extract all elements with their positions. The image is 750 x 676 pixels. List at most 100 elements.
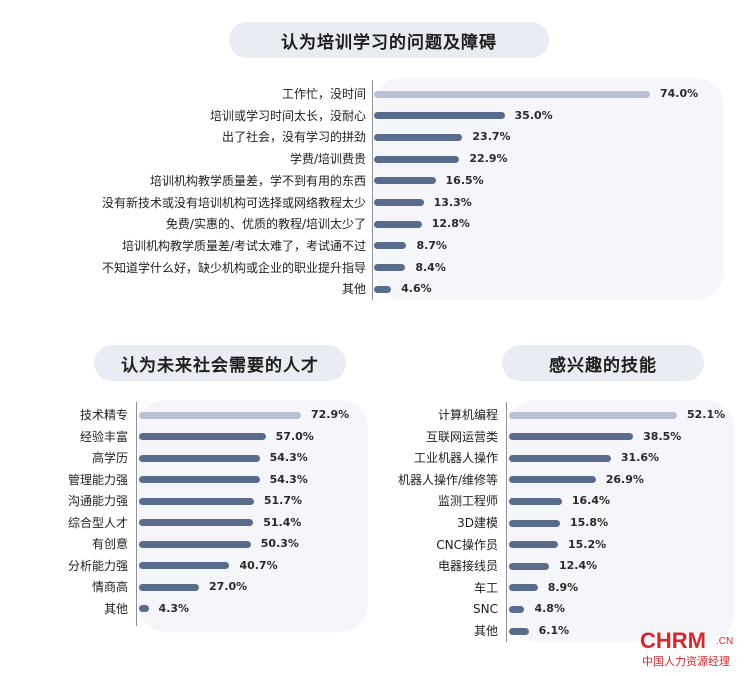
value-label: 26.9%: [605, 472, 644, 486]
category-label: 3D建模: [457, 516, 498, 530]
value-label: 8.9%: [547, 580, 579, 594]
bar: [509, 476, 596, 484]
category-label: 不知道学什么好，缺少机构或企业的职业提升指导: [101, 260, 366, 275]
category-label: 其他: [103, 601, 128, 616]
value-label: 16.5%: [445, 173, 484, 187]
value-label: 72.9%: [311, 408, 350, 421]
category-label: 互联网运营类: [425, 429, 498, 444]
bar: [509, 541, 558, 549]
category-label: 综合型人才: [67, 515, 128, 530]
bar: [139, 497, 254, 505]
chart2-title: 认为未来社会需要的人才: [94, 345, 346, 381]
category-label: 培训机构教学质量差，学不到有用的东西: [149, 173, 366, 188]
chart3-title: 感兴趣的技能: [502, 345, 704, 381]
value-label: 16.4%: [571, 494, 611, 508]
category-label: 机器人操作/维修等: [397, 472, 498, 487]
bar: [374, 90, 650, 98]
bar: [374, 264, 406, 272]
value-label: 50.3%: [260, 537, 299, 550]
bar: [374, 155, 460, 163]
logo-suffix-text: .CN: [716, 636, 734, 647]
value-label: 15.8%: [569, 516, 609, 529]
value-label: 51.7%: [263, 494, 303, 507]
value-label: 35.0%: [514, 108, 553, 122]
value-label: 31.6%: [620, 451, 660, 465]
bar: [509, 562, 549, 570]
bar: [374, 133, 463, 141]
category-label: 高学历: [91, 451, 128, 465]
category-label: 学费/培训费贵: [289, 152, 366, 167]
category-label: 没有新技术或没有培训机构可选择或网络教程太少: [101, 195, 366, 210]
category-label: 沟通能力强: [67, 494, 128, 508]
bar: [374, 242, 407, 250]
value-label: 54.3%: [269, 472, 308, 486]
category-label: 免费/实惠的、优质的教程/培训太少了: [165, 217, 366, 232]
value-label: 27.0%: [209, 580, 248, 593]
bar: [509, 627, 529, 635]
logo-sub-text: 中国人力资源经理: [642, 655, 730, 668]
category-label: 工作忙，没时间: [281, 87, 366, 101]
bar: [139, 519, 254, 526]
bar: [139, 605, 149, 612]
value-label: 12.4%: [558, 559, 598, 573]
bar: [509, 519, 560, 527]
category-label: 有创意: [91, 537, 128, 551]
category-label: 分析能力强: [67, 558, 128, 573]
bar: [139, 540, 251, 548]
value-label: 8.4%: [415, 260, 446, 274]
category-label: 情商高: [91, 580, 128, 594]
value-label: 23.7%: [472, 130, 511, 144]
bar: [509, 605, 525, 613]
bar: [139, 583, 199, 591]
value-label: 57.0%: [275, 429, 314, 443]
value-label: 22.9%: [469, 152, 508, 166]
value-label: 4.3%: [158, 601, 190, 615]
bar: [139, 411, 301, 419]
category-label: 管理能力强: [67, 472, 128, 487]
category-label: SNC: [473, 602, 498, 617]
category-label: 技术精专: [79, 408, 128, 422]
category-label: 车工: [473, 580, 498, 595]
logo-main-text: CHRM: [640, 628, 706, 653]
bar: [139, 454, 260, 462]
chart2-axis: [136, 402, 137, 626]
chart3-axis: [506, 402, 507, 642]
category-label: 出了社会，没有学习的拼劲: [221, 130, 366, 145]
value-label: 4.8%: [534, 602, 565, 616]
value-label: 12.8%: [431, 217, 470, 231]
category-label: CNC操作员: [436, 537, 498, 552]
chart1-title: 认为培训学习的问题及障碍: [229, 22, 549, 58]
bar: [374, 199, 424, 206]
bar: [509, 411, 677, 419]
value-label: 52.1%: [687, 408, 726, 421]
value-label: 6.1%: [538, 624, 570, 637]
bar: [139, 562, 230, 569]
value-label: 38.5%: [643, 429, 682, 443]
category-label: 监测工程师: [437, 494, 498, 509]
value-label: 54.3%: [269, 451, 308, 464]
bar: [509, 497, 562, 505]
bar: [374, 285, 392, 293]
category-label: 工业机器人操作: [413, 451, 498, 466]
bar: [374, 112, 505, 120]
value-label: 4.6%: [401, 282, 432, 296]
bar: [139, 476, 260, 483]
bar: [509, 454, 611, 462]
bar: [509, 433, 634, 441]
category-label: 培训机构教学质量差/考试太难了，考试通不过: [121, 238, 366, 253]
category-label: 电器接线员: [437, 559, 498, 574]
value-label: 40.7%: [239, 558, 278, 572]
bar: [139, 433, 266, 440]
bar: [374, 177, 436, 185]
value-label: 74.0%: [660, 87, 699, 100]
value-label: 13.3%: [433, 195, 472, 209]
category-label: 其他: [341, 282, 366, 297]
bar: [509, 584, 538, 592]
category-label: 培训或学习时间太长，没耐心: [209, 108, 366, 123]
value-label: 15.2%: [568, 537, 607, 551]
value-label: 8.7%: [416, 238, 447, 252]
value-label: 51.4%: [263, 515, 302, 529]
bar: [374, 220, 422, 228]
chrm-logo: CHRM .CN 中国人力资源经理: [638, 628, 744, 670]
category-label: 其他: [473, 624, 498, 638]
